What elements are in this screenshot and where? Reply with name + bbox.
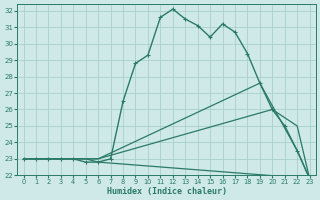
- X-axis label: Humidex (Indice chaleur): Humidex (Indice chaleur): [107, 187, 227, 196]
